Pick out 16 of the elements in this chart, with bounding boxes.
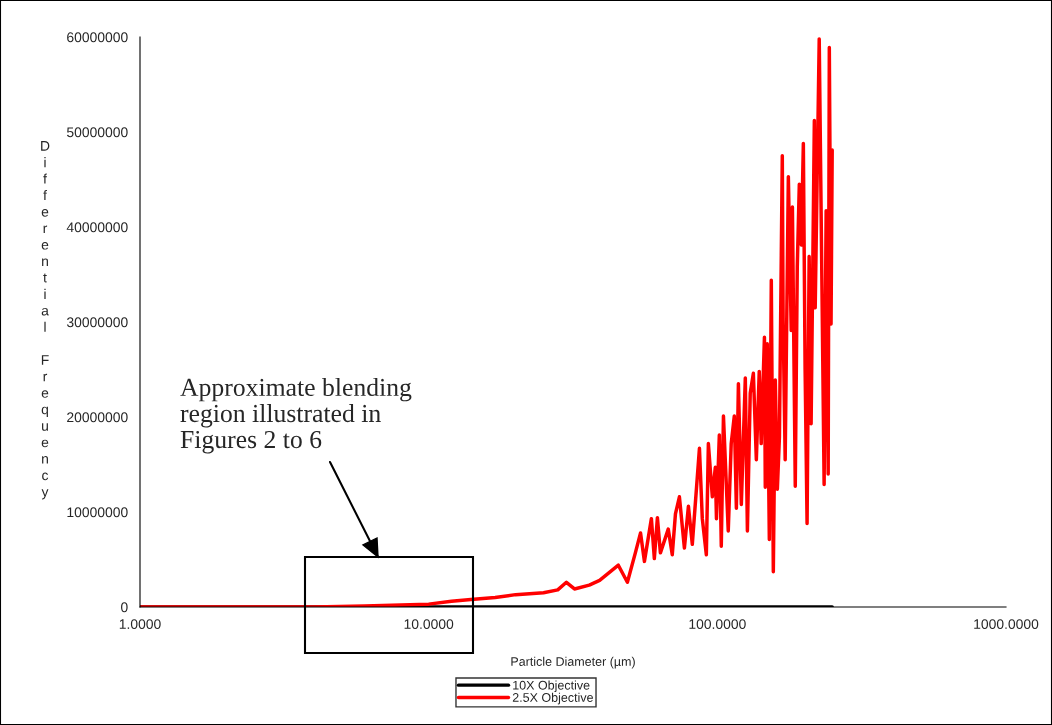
y-tick-label: 40000000	[66, 222, 128, 233]
y-tick-label: 60000000	[67, 32, 128, 43]
y-tick-label: 20000000	[67, 412, 128, 423]
x-tick-label: 10.0000	[404, 619, 454, 630]
x-tick-label: 1.0000	[119, 619, 161, 630]
legend-label: 2.5X Objective	[512, 692, 593, 705]
y-tick-label: 0	[121, 602, 128, 613]
x-tick-label: 100.0000	[689, 619, 746, 630]
x-tick-label: 1000.0000	[974, 619, 1039, 630]
y-tick-label: 50000000	[66, 127, 128, 138]
legend-label: 10X Objective	[513, 680, 590, 693]
y-tick-label: 30000000	[66, 317, 128, 328]
y-tick-label: 10000000	[67, 507, 128, 518]
x-axis-title: Particle Diameter (µm)	[511, 656, 635, 669]
annotation: Approximate blending region illustrated in Figures 2 to 6	[180, 378, 412, 454]
text: Differential Frequency	[41, 141, 50, 500]
